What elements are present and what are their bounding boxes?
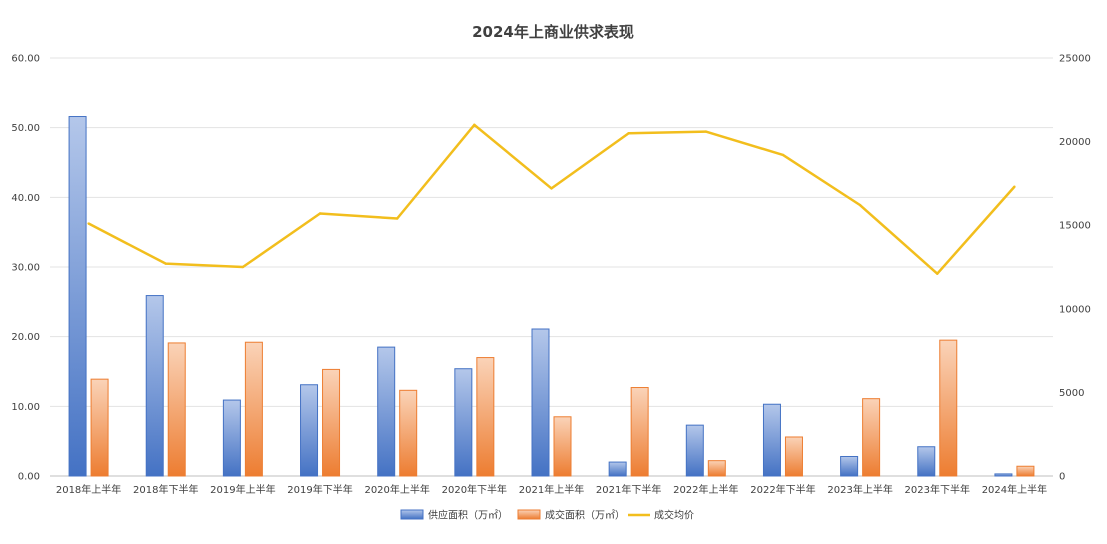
bar [476, 357, 495, 477]
bar [377, 346, 396, 477]
category-label: 2021年下半年 [596, 483, 661, 496]
bar [553, 416, 572, 477]
bar [840, 455, 859, 477]
bar [917, 446, 936, 477]
category-labels: 2018年上半年 2018年下半年 2019年上半年 2019年下半年 2020年上半年… [56, 483, 1047, 496]
chart-title: 2024年上商业供求表现 [472, 23, 634, 41]
right-axis-ticks: 0 5000 10000 15000 20000 25000 [1059, 54, 1091, 483]
right-tick-label: 15000 [1059, 221, 1091, 232]
category-label: 2023年上半年 [827, 483, 892, 496]
category-label: 2018年上半年 [56, 483, 121, 496]
line-point [1013, 185, 1016, 188]
bar [994, 473, 1013, 477]
category-label: 2020年下半年 [442, 483, 507, 496]
line-point [87, 222, 90, 225]
bar [707, 460, 726, 477]
category-label: 2022年上半年 [673, 483, 738, 496]
category-label: 2021年上半年 [519, 483, 584, 496]
bar [685, 424, 704, 477]
bar [90, 378, 109, 477]
line-point [627, 132, 630, 135]
line-series [87, 123, 1016, 275]
bar [167, 342, 186, 477]
bar [454, 368, 473, 477]
right-tick-label: 20000 [1059, 137, 1091, 148]
legend-label: 成交均价 [654, 509, 694, 522]
category-label: 2023年下半年 [905, 483, 970, 496]
left-axis-ticks: 0.00 10.00 20.00 30.00 40.00 50.00 60.00 [11, 54, 40, 483]
right-tick-label: 0 [1059, 472, 1065, 483]
left-tick-label: 40.00 [11, 193, 40, 204]
category-label: 2024年上半年 [982, 483, 1047, 496]
right-tick-label: 10000 [1059, 304, 1091, 315]
legend-label: 供应面积（万㎡） [428, 509, 508, 522]
bar [145, 295, 164, 477]
left-tick-label: 20.00 [11, 332, 40, 343]
bar [222, 399, 241, 477]
line-point [936, 272, 939, 275]
category-label: 2019年下半年 [287, 483, 352, 496]
left-tick-label: 60.00 [11, 54, 40, 65]
legend: 供应面积（万㎡） 成交面积（万㎡） 成交均价 [400, 509, 694, 522]
legend-swatch [517, 509, 541, 520]
right-tick-label: 25000 [1059, 54, 1091, 65]
line-point [550, 187, 553, 190]
bar [1016, 465, 1035, 477]
bar-series-group [90, 339, 1035, 477]
line-point [473, 123, 476, 127]
left-tick-label: 0.00 [18, 472, 40, 483]
legend-swatch [400, 509, 424, 520]
line-path [88, 123, 1016, 275]
bar [630, 387, 649, 477]
bar [608, 461, 627, 477]
bar-series [68, 116, 1035, 477]
legend-item: 成交面积（万㎡） [517, 509, 625, 522]
bar [939, 339, 958, 477]
line-point [858, 203, 862, 207]
line-point [164, 262, 167, 265]
bar [322, 368, 341, 477]
left-tick-label: 30.00 [11, 263, 40, 274]
line-point [241, 265, 245, 269]
line-point [704, 130, 708, 133]
category-label: 2018年下半年 [133, 483, 198, 496]
left-tick-label: 10.00 [11, 402, 40, 413]
bar [762, 403, 781, 477]
legend-item: 供应面积（万㎡） [400, 509, 508, 522]
line-point [318, 212, 322, 215]
line-point [395, 217, 399, 220]
right-tick-label: 5000 [1059, 388, 1084, 399]
legend-label: 成交面积（万㎡） [545, 509, 625, 522]
category-label: 2022年下半年 [750, 483, 815, 496]
line-point [781, 153, 785, 157]
category-label: 2019年上半年 [210, 483, 275, 496]
left-tick-label: 50.00 [11, 123, 40, 134]
bar [784, 436, 803, 477]
bar-series-group [68, 116, 1013, 477]
category-label: 2020年上半年 [364, 483, 429, 496]
bar [399, 389, 418, 477]
bar [531, 328, 550, 477]
bar [244, 341, 263, 477]
legend-item: 成交均价 [628, 509, 694, 522]
bar [300, 384, 319, 477]
bar [862, 398, 881, 477]
grid-lines [50, 57, 1053, 477]
bar [68, 116, 87, 477]
